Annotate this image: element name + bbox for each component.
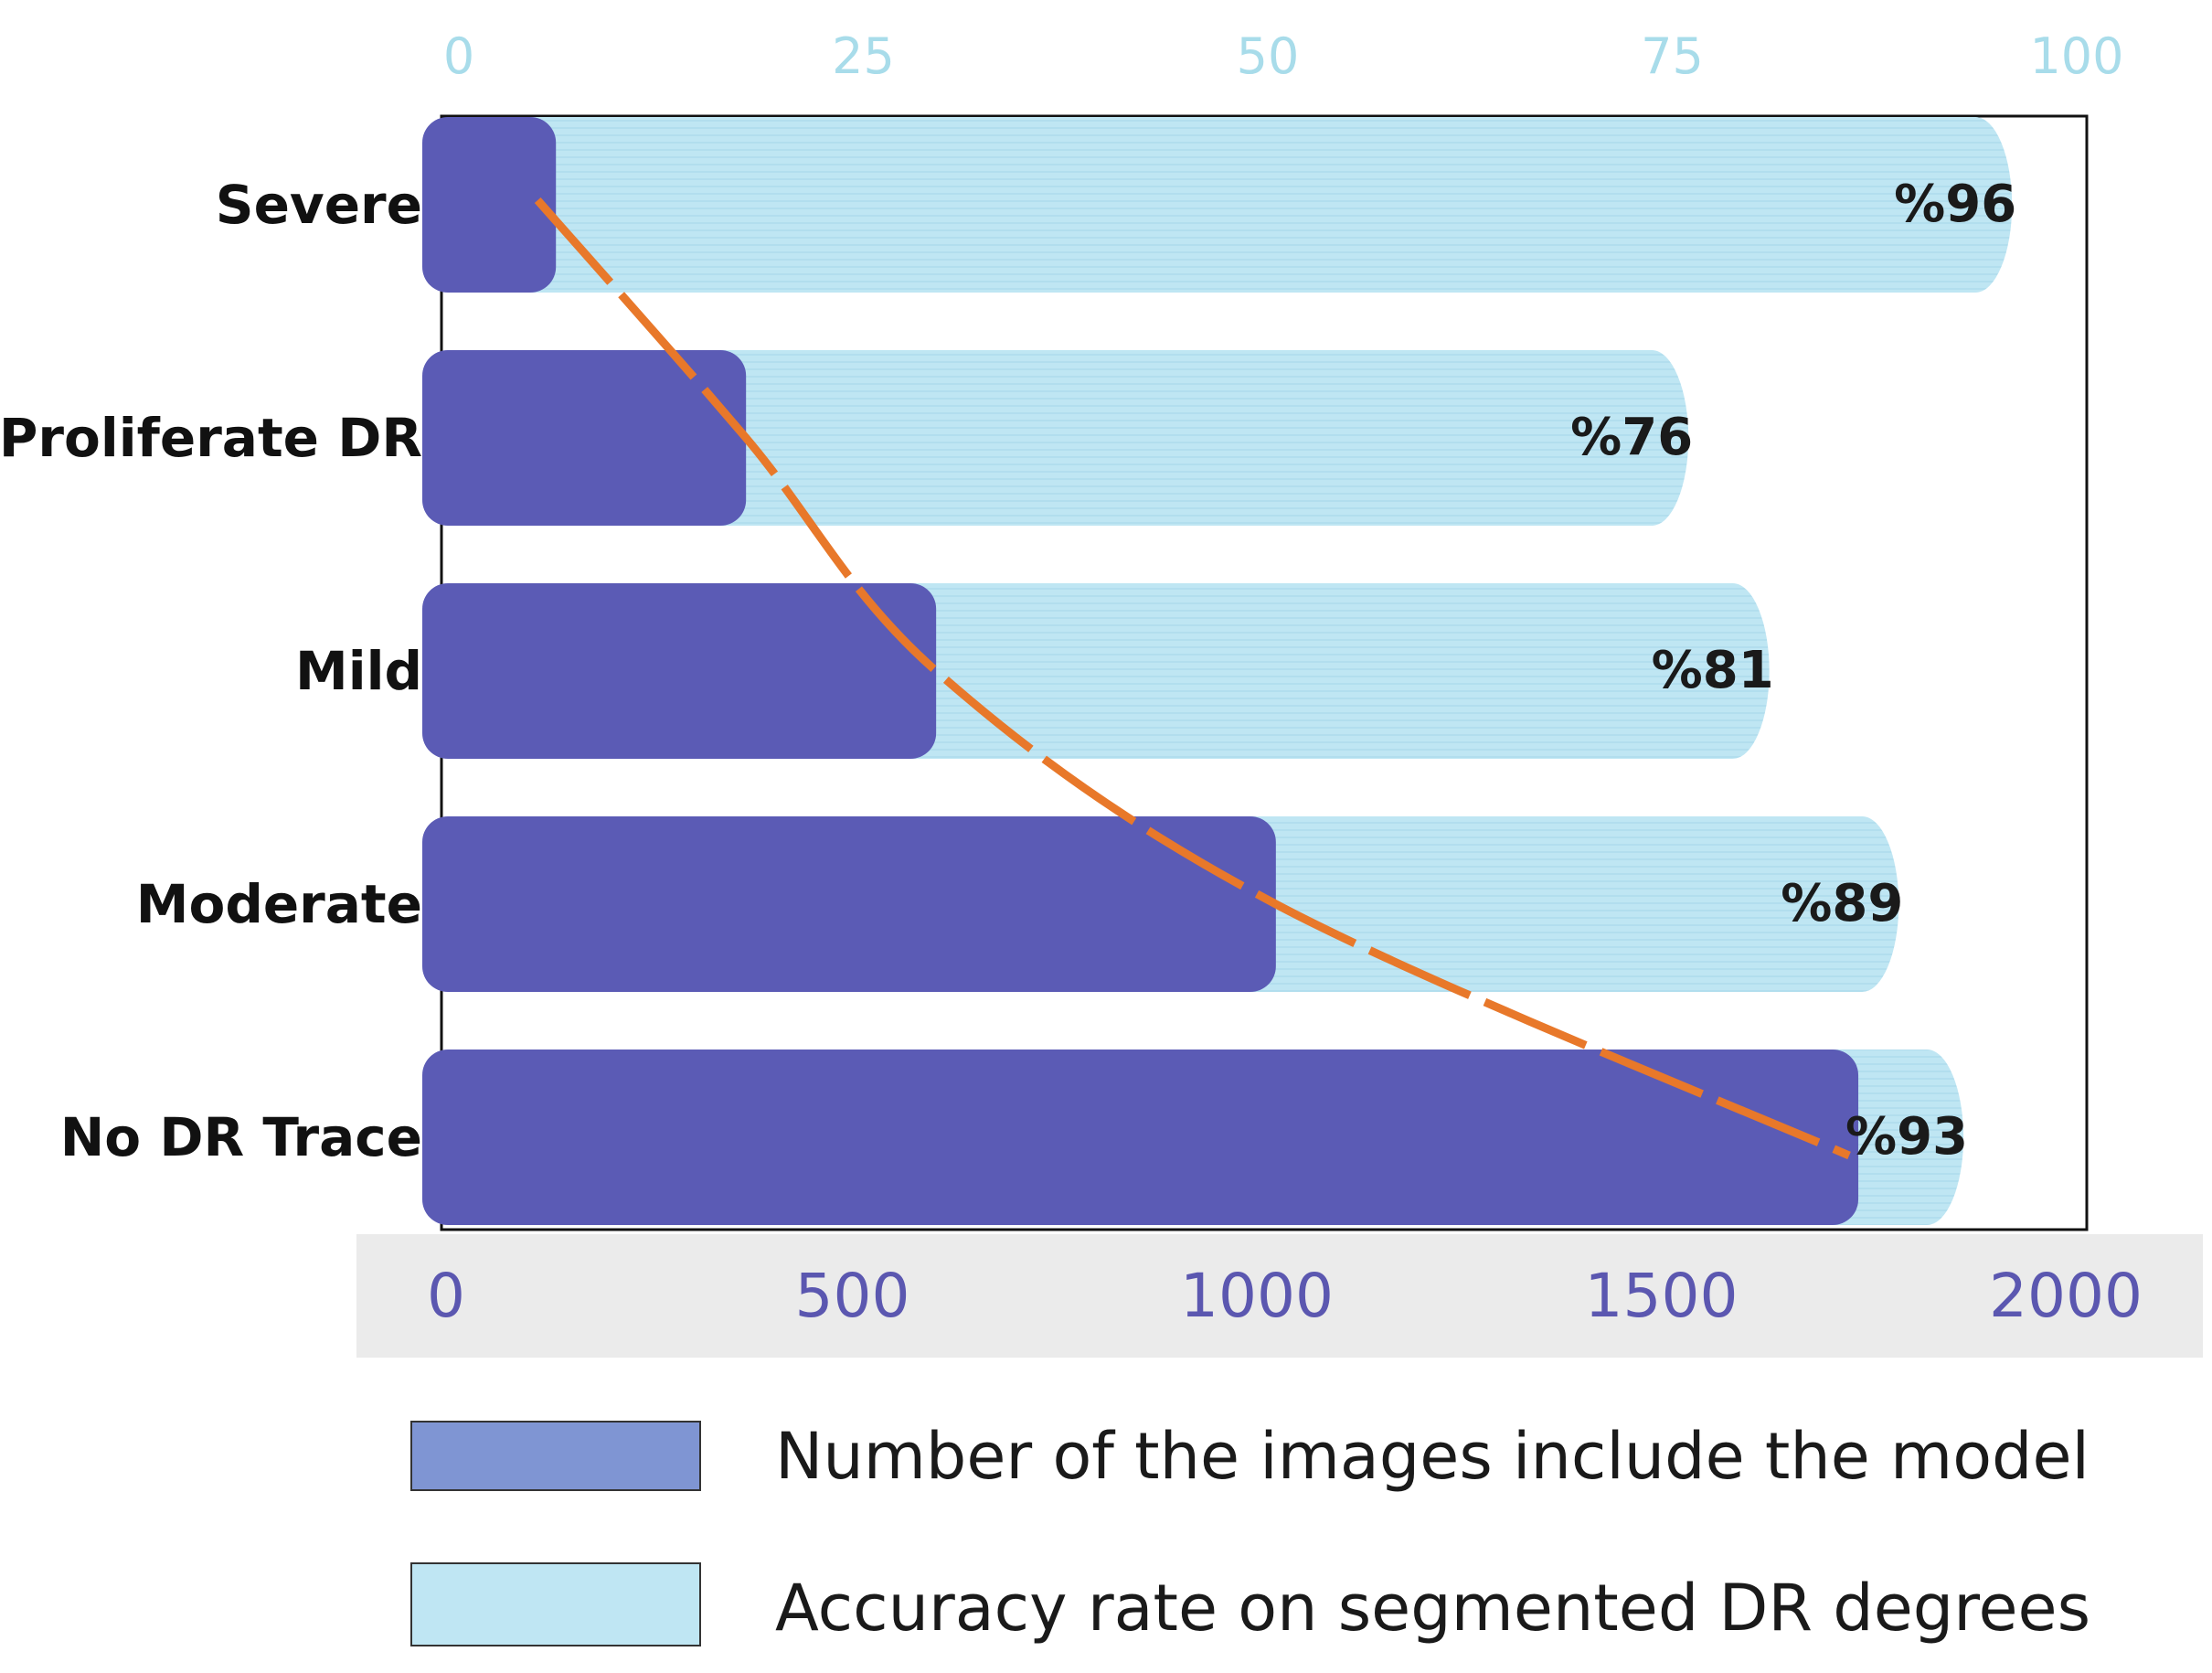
category-label-mild: Mild: [295, 640, 422, 702]
legend-label-images: Number of the images include the model: [775, 1419, 2090, 1494]
bottom-axis-band: [356, 1234, 2203, 1358]
trend-line-group: [534, 197, 1851, 1160]
accuracy-bar-severe: [422, 117, 2013, 293]
top-tick-100: 100: [2029, 27, 2123, 85]
top-tick-50: 50: [1237, 27, 1300, 85]
accuracy-label-no-dr-trace: %93: [1845, 1107, 1968, 1167]
legend-label-accuracy: Accuracy rate on segmented DR degrees: [775, 1571, 2090, 1646]
accuracy-label-moderate: %89: [1781, 874, 1903, 933]
top-axis-ticks: 0 25 50 75 100: [443, 27, 2124, 85]
legend-swatch-images: [410, 1421, 701, 1491]
image-count-bar-moderate: [422, 816, 1276, 992]
image-count-bars: [422, 117, 1859, 1225]
bottom-tick-0: 0: [427, 1261, 465, 1331]
image-count-bar-no-dr-trace: [422, 1050, 1859, 1225]
top-tick-75: 75: [1641, 27, 1704, 85]
image-count-bar-severe: [422, 117, 557, 293]
category-label-moderate: Moderate: [136, 873, 422, 935]
trend-line: [534, 197, 1851, 1160]
legend-swatch-accuracy: [410, 1562, 701, 1646]
bottom-tick-2000: 2000: [1989, 1261, 2143, 1331]
accuracy-labels: %96 %76 %81 %89 %93: [1570, 175, 2016, 1167]
bottom-axis-ticks: 0 500 1000 1500 2000: [427, 1261, 2143, 1331]
accuracy-label-mild: %81: [1652, 641, 1774, 700]
top-tick-0: 0: [443, 27, 474, 85]
top-tick-25: 25: [832, 27, 895, 85]
category-label-severe: Severe: [216, 174, 422, 236]
bottom-tick-1500: 1500: [1585, 1261, 1739, 1331]
accuracy-label-severe: %96: [1894, 175, 2016, 234]
bottom-tick-500: 500: [795, 1261, 910, 1331]
category-labels: Severe Proliferate DR Mild Moderate No DR Tr…: [0, 174, 422, 1168]
image-count-bar-proliferate-dr: [422, 350, 747, 526]
accuracy-label-proliferate-dr: %76: [1570, 408, 1693, 467]
category-label-no-dr-trace: No DR Trace: [60, 1106, 422, 1168]
bottom-tick-1000: 1000: [1180, 1261, 1334, 1331]
image-count-bar-mild: [422, 583, 937, 759]
category-label-proliferate-dr: Proliferate DR: [0, 407, 422, 469]
legend: Number of the images include the model A…: [410, 1419, 2090, 1646]
